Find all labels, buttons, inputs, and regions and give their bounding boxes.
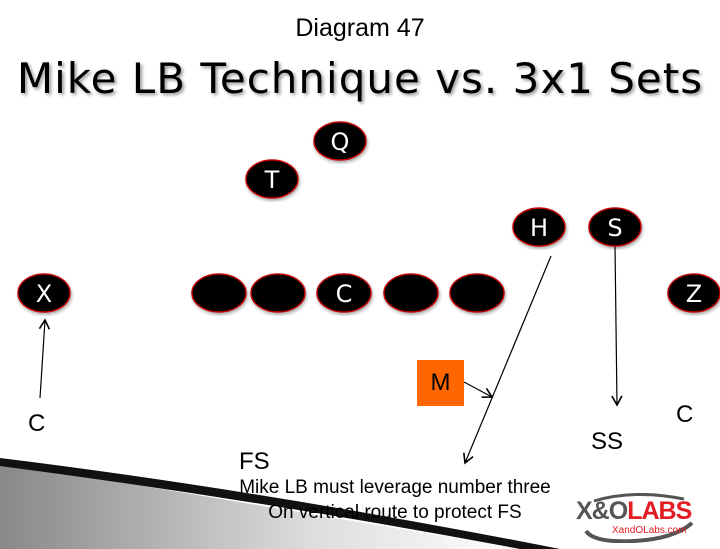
player-label: Z: [686, 280, 702, 308]
player-left-tackle: [191, 273, 247, 313]
player-h: H: [512, 207, 566, 247]
logo-url: XandOLabs.com: [612, 525, 687, 536]
player-z: Z: [667, 273, 720, 313]
s-route-arrow: [611, 244, 623, 407]
page-title: Mike LB Technique vs. 3x1 Sets: [16, 54, 704, 103]
player-label: T: [264, 166, 280, 194]
player-s: S: [588, 207, 642, 247]
free-safety-label: FS: [239, 448, 270, 475]
player-label: H: [530, 214, 548, 242]
player-label: S: [607, 214, 622, 242]
mike-leverage-arrow: [463, 381, 494, 398]
player-right-guard: [383, 273, 439, 313]
caption-line-2: On vertical route to protect FS: [268, 502, 522, 523]
player-left-guard: [250, 273, 306, 313]
caption-line-1: Mike LB must leverage number three: [239, 477, 551, 498]
strong-safety-label: SS: [591, 428, 624, 455]
player-label: Q: [331, 128, 350, 156]
xandolabs-logo: X&OLABS XandOLabs.com: [574, 493, 714, 543]
mike-linebacker: M: [417, 360, 464, 406]
x-route-arrow: [38, 318, 51, 399]
h-vertical-route-arrow: [463, 255, 552, 465]
player-label: X: [36, 280, 52, 308]
player-label: C: [336, 280, 353, 308]
player-x: X: [17, 273, 71, 313]
right-corner-label: C: [676, 401, 694, 428]
player-right-tackle: [449, 273, 505, 313]
diagram-number: Diagram 47: [295, 14, 425, 42]
decorative-swoosh-edge: [0, 458, 560, 549]
player-q: Q: [313, 121, 367, 161]
player-center: C: [316, 273, 372, 313]
left-corner-label: C: [28, 410, 46, 437]
player-t: T: [245, 159, 299, 199]
